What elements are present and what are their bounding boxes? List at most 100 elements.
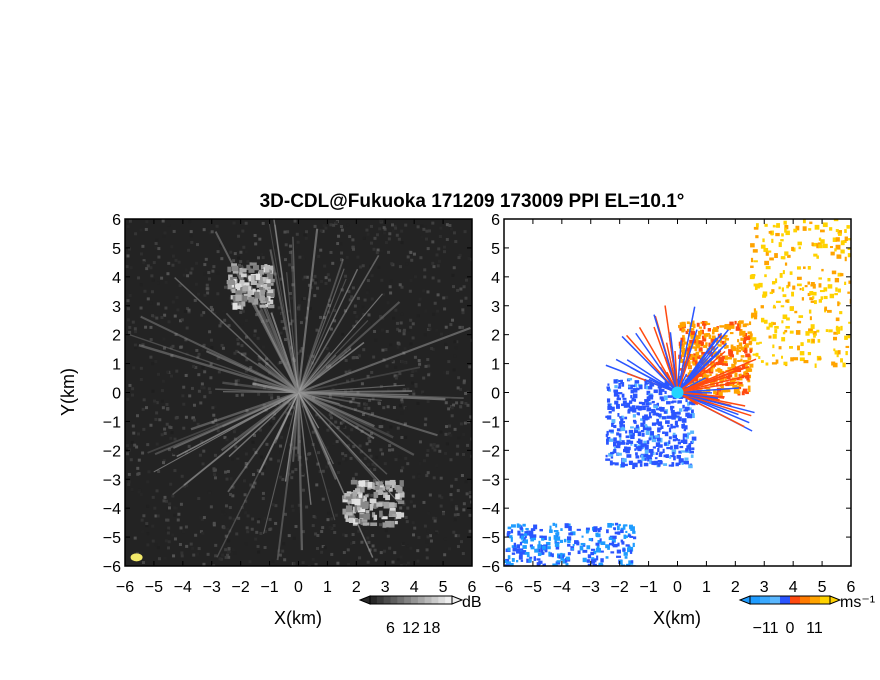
reflectivity-noise [355,315,359,319]
reflectivity-noise [289,346,293,350]
velocity-cell [614,522,619,526]
reflectivity-clutter [380,484,384,488]
velocity-cell [637,459,643,464]
reflectivity-noise [417,535,421,539]
reflectivity-noise [418,440,422,444]
velocity-cell [822,222,828,228]
reflectivity-noise [383,462,387,466]
reflectivity-noise [372,355,376,359]
velocity-cell [628,560,634,565]
reflectivity-clutter [249,262,257,266]
reflectivity-noise [356,304,360,308]
velocity-cell [507,555,511,560]
velocity-cell [620,442,626,445]
reflectivity-noise [278,360,282,364]
reflectivity-noise [136,466,140,470]
reflectivity-clutter [388,488,393,492]
reflectivity-noise [367,414,371,418]
velocity-cell [672,451,675,457]
velocity-cell [770,230,774,236]
velocity-cell [810,300,815,303]
velocity-cell [616,555,622,558]
reflectivity-noise [257,256,261,260]
reflectivity-noise [349,400,353,404]
reflectivity-noise [290,319,294,323]
reflectivity-noise [233,351,237,355]
reflectivity-noise [328,525,332,529]
velocity-cell [784,329,788,333]
reflectivity-streak [298,392,382,401]
reflectivity-noise [301,254,305,258]
reflectivity-noise [404,515,408,519]
reflectivity-noise [357,529,361,533]
velocity-cell [690,381,693,385]
velocity-cell [810,284,815,287]
reflectivity-noise [195,261,199,265]
reflectivity-noise [201,531,205,535]
velocity-xtick-label: −2 [611,579,629,596]
velocity-cell [793,228,798,233]
velocity-xtick-label: 4 [789,579,798,596]
reflectivity-noise [143,289,147,293]
reflectivity-noise [244,542,248,546]
velocity-cell [564,523,569,529]
velocity-cell [682,337,686,342]
velocity-cell [652,446,656,449]
velocity-cell [682,436,685,441]
reflectivity-noise [246,274,250,278]
reflectivity-noise [141,407,145,411]
velocity-cell [545,541,551,546]
reflectivity-noise [351,245,355,249]
velocity-cell [556,560,561,563]
velocity-cell [814,224,820,230]
reflectivity-noise [273,272,277,276]
reflectivity-noise [154,514,158,518]
reflectivity-noise [188,220,192,224]
reflectivity-streak [298,391,375,440]
velocity-cell [808,228,812,231]
velocity-cell [755,223,759,228]
velocity-cell [829,246,834,249]
reflectivity-noise [356,296,360,300]
reflectivity-noise [406,488,410,492]
reflectivity-noise [461,552,465,556]
reflectivity-noise [346,548,350,552]
reflectivity-streak [154,391,299,456]
velocity-cell [749,335,753,340]
reflectivity-noise [432,443,436,447]
velocity-colorbar-swatch [820,596,831,604]
velocity-cell [812,291,817,296]
velocity-cell [764,274,767,278]
reflectivity-noise [455,340,459,344]
reflectivity-noise [189,230,193,234]
reflectivity-noise [236,454,240,458]
velocity-cell [504,560,507,564]
reflectivity-streak [153,392,299,473]
reflectivity-noise [398,404,402,408]
reflectivity-noise [439,476,443,480]
reflectivity-noise [146,504,150,508]
reflectivity-colorbar-unit: dB [462,594,482,611]
reflectivity-streak [297,392,312,505]
velocity-cell [786,317,790,321]
reflectivity-noise [406,462,410,466]
reflectivity-noise [332,223,336,227]
reflectivity-clutter [239,279,245,284]
reflectivity-noise [224,534,228,538]
reflectivity-noise [379,315,383,319]
velocity-cell [649,435,654,440]
velocity-cell [848,321,851,324]
velocity-cell [663,442,667,446]
reflectivity-clutter [346,510,353,516]
velocity-cell [698,326,702,329]
velocity-cell [837,350,841,355]
velocity-cell [738,342,743,347]
reflectivity-noise [199,401,203,405]
reflectivity-noise [236,337,240,341]
velocity-cell [679,324,684,328]
reflectivity-noise [363,406,367,410]
reflectivity-noise [170,354,174,358]
velocity-cell [743,336,747,341]
velocity-cell [660,407,665,412]
velocity-cell [613,437,617,442]
